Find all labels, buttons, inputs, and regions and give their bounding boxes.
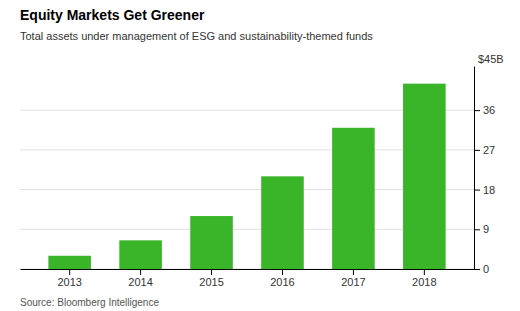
x-tick-label: 2017 xyxy=(341,276,365,288)
x-tick-label: 2018 xyxy=(412,276,436,288)
source: Source: Bloomberg Intelligence xyxy=(20,297,159,308)
x-tick-mark xyxy=(211,269,212,275)
x-axis-line xyxy=(21,269,475,270)
x-tick-mark xyxy=(424,269,425,275)
y-tick: 36 xyxy=(474,104,495,116)
bar xyxy=(261,176,304,269)
y-tick: 0 xyxy=(474,263,489,275)
subtitle: Total assets under management of ESG and… xyxy=(20,30,373,42)
y-tick-label: 9 xyxy=(483,223,489,235)
bar xyxy=(119,240,162,269)
x-axis: 2013 2014 2015 2016 2017 2018 xyxy=(21,269,475,288)
x-tick-mark xyxy=(69,269,70,275)
y-tick-mark xyxy=(474,150,480,151)
bar xyxy=(403,84,446,269)
x-tick: 2013 xyxy=(57,269,81,288)
x-tick: 2016 xyxy=(270,269,294,288)
y-tick: 18 xyxy=(474,184,495,196)
x-tick: 2018 xyxy=(412,269,436,288)
x-tick-label: 2013 xyxy=(57,276,81,288)
bar xyxy=(190,216,233,269)
x-tick: 2017 xyxy=(341,269,365,288)
x-tick-mark xyxy=(282,269,283,275)
plot: 2013 2014 2015 2016 2017 2018 0 9 18 27 36 $45B xyxy=(20,53,504,288)
y-tick-label: 0 xyxy=(483,263,489,275)
y-tick-label: 27 xyxy=(483,144,495,156)
y-tick-label: 36 xyxy=(483,104,495,116)
bar xyxy=(332,128,375,269)
x-tick-mark xyxy=(140,269,141,275)
y-tick-mark xyxy=(474,110,480,111)
y-tick-mark xyxy=(474,229,480,230)
y-tick: 27 xyxy=(474,144,495,156)
x-tick-mark xyxy=(353,269,354,275)
x-tick: 2015 xyxy=(199,269,223,288)
y-tick-mark xyxy=(474,269,480,270)
x-tick-label: 2015 xyxy=(199,276,223,288)
x-tick: 2014 xyxy=(128,269,152,288)
title: Equity Markets Get Greener xyxy=(20,7,205,23)
x-tick-label: 2014 xyxy=(128,276,152,288)
y-axis-line xyxy=(474,67,475,270)
y-tick-mark xyxy=(474,190,480,191)
x-tick-label: 2016 xyxy=(270,276,294,288)
y-axis: 0 9 18 27 36 xyxy=(474,67,495,276)
bar xyxy=(48,256,91,269)
annotation: $45B xyxy=(478,53,504,65)
bars xyxy=(48,84,445,269)
chart: Equity Markets Get Greener Total assets u… xyxy=(0,0,520,311)
y-tick-label: 18 xyxy=(483,184,495,196)
y-tick: 9 xyxy=(474,223,489,235)
